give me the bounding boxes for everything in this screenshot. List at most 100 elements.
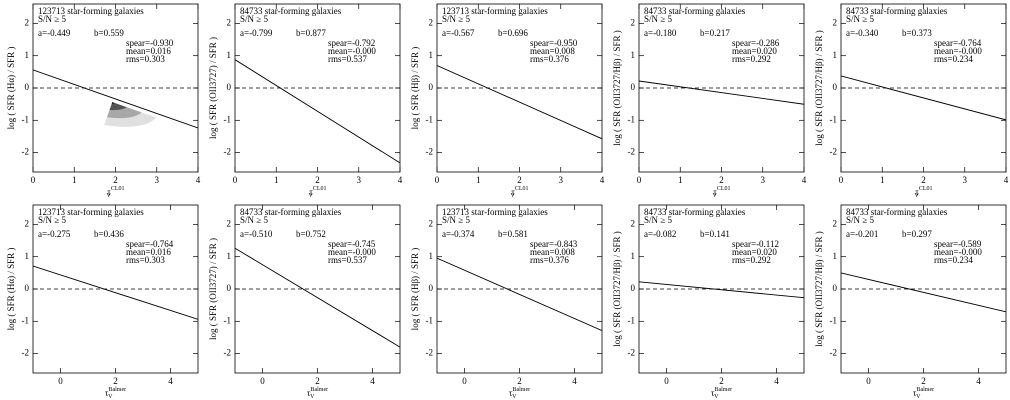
x-label-symbol: τ xyxy=(713,187,717,197)
y-tick-label: 2 xyxy=(227,218,232,228)
x-tick-label: 3 xyxy=(963,175,968,185)
y-tick-label: 0 xyxy=(429,82,434,92)
y-tick-label: -2 xyxy=(426,147,434,157)
x-label-sup: CL01 xyxy=(111,186,125,192)
galaxy-count: 84733 star-forming galaxies xyxy=(846,6,948,16)
fit-slope: a=-0.275 xyxy=(38,229,71,239)
x-label-sub: V xyxy=(512,394,517,400)
x-tick-label: 1 xyxy=(678,175,683,185)
x-label-sup: CL01 xyxy=(515,186,529,192)
rms: rms=0.376 xyxy=(530,255,569,265)
x-label-sup: Balmer xyxy=(512,387,530,393)
x-label-sup: CL01 xyxy=(919,186,933,192)
x-label-sup: Balmer xyxy=(916,387,934,393)
panel: 0 1 2 3 4 -2 -1 0 1 2 log ( SFR (OII3727) / SFR ) τ… xyxy=(208,3,403,199)
x-tick-label: 1 xyxy=(274,175,279,185)
fit-intercept: b=0.436 xyxy=(94,229,124,239)
mean: mean=-0.000 xyxy=(934,247,982,257)
x-tick-label: 4 xyxy=(196,175,201,185)
fit-line xyxy=(639,80,804,105)
rms: rms=0.292 xyxy=(732,54,771,64)
x-label-sub: V xyxy=(714,394,719,400)
spearman: spear=-0.745 xyxy=(328,239,376,249)
sn-cut: S/N ≥ 5 xyxy=(38,215,66,225)
x-tick-label: 4 xyxy=(398,175,403,185)
y-tick-label: 0 xyxy=(227,82,232,92)
y-tick-label: -1 xyxy=(22,315,30,325)
x-label-sub: V xyxy=(915,193,920,199)
fit-intercept: b=0.217 xyxy=(700,28,730,38)
sn-cut: S/N ≥ 5 xyxy=(240,215,268,225)
x-label-sub: V xyxy=(310,394,315,400)
y-tick-label: 1 xyxy=(833,50,838,60)
y-tick-label: -2 xyxy=(628,348,636,358)
x-tick-label: 2 xyxy=(315,175,320,185)
y-tick-label: 1 xyxy=(833,251,838,261)
y-tick-label: -2 xyxy=(22,147,30,157)
sn-cut: S/N ≥ 5 xyxy=(846,215,874,225)
rms: rms=0.376 xyxy=(530,54,569,64)
y-tick-label: -1 xyxy=(628,114,636,124)
x-label-symbol: τ xyxy=(913,388,917,398)
x-tick-label: 2 xyxy=(719,376,724,386)
fit-line xyxy=(437,257,602,332)
spearman: spear=-0.764 xyxy=(126,239,174,249)
y-tick-label: -2 xyxy=(830,348,838,358)
x-label-sup: Balmer xyxy=(108,387,126,393)
galaxy-count: 84733 star-forming galaxies xyxy=(644,6,746,16)
x-tick-label: 2 xyxy=(113,376,118,386)
x-label-sub: V xyxy=(108,394,113,400)
y-tick-label: 1 xyxy=(25,251,30,261)
rms: rms=0.234 xyxy=(934,255,973,265)
x-tick-label: 2 xyxy=(921,175,926,185)
y-tick-label: -1 xyxy=(224,315,232,325)
y-tick-label: 0 xyxy=(227,283,232,293)
x-tick-label: 0 xyxy=(31,175,36,185)
y-tick-label: 1 xyxy=(227,251,232,261)
x-tick-label: 0 xyxy=(637,175,642,185)
galaxy-count: 123713 star-forming galaxies xyxy=(38,6,144,16)
x-tick-label: 0 xyxy=(58,376,63,386)
fit-line xyxy=(235,247,400,348)
y-tick-label: 0 xyxy=(833,82,838,92)
spearman: spear=-0.792 xyxy=(328,38,375,48)
fit-intercept: b=0.581 xyxy=(498,229,528,239)
panel: 0 2 4 -2 -1 0 1 2 log ( SFR (Hβ) / SFR ) τBalmer V… xyxy=(410,204,603,400)
y-axis-label: log ( SFR (OII3727/Hβ) / SFR ) xyxy=(814,231,824,347)
x-tick-label: 3 xyxy=(761,175,766,185)
fit-slope: a=-0.201 xyxy=(846,229,878,239)
fit-line xyxy=(235,59,400,164)
x-tick-label: 4 xyxy=(572,376,577,386)
y-tick-label: 0 xyxy=(25,82,30,92)
fit-intercept: b=0.559 xyxy=(94,28,124,38)
x-label-symbol: τ xyxy=(105,388,109,398)
y-tick-label: 0 xyxy=(25,283,30,293)
x-label-sub: V xyxy=(916,394,921,400)
fit-line xyxy=(33,69,198,129)
x-tick-label: 0 xyxy=(664,376,669,386)
x-tick-label: 1 xyxy=(72,175,77,185)
mean: mean=0.020 xyxy=(732,46,777,56)
x-label-sub: V xyxy=(309,193,314,199)
rms: rms=0.537 xyxy=(328,54,367,64)
y-axis-label: log ( SFR (OII3727/Hβ) / SFR ) xyxy=(612,231,622,347)
rms: rms=0.537 xyxy=(328,255,367,265)
galaxy-count: 123713 star-forming galaxies xyxy=(38,207,144,217)
y-tick-label: 0 xyxy=(631,283,636,293)
rms: rms=0.303 xyxy=(126,255,165,265)
panel: 0 1 2 3 4 -2 -1 0 1 2 log ( SFR (OII3727/Hβ) / SFR… xyxy=(612,3,807,199)
sn-cut: S/N ≥ 5 xyxy=(644,215,672,225)
y-tick-label: 0 xyxy=(833,283,838,293)
x-tick-label: 3 xyxy=(357,175,362,185)
x-label-sub: V xyxy=(713,193,718,199)
y-tick-label: 2 xyxy=(429,218,434,228)
spearman: spear=-0.930 xyxy=(126,38,174,48)
y-tick-label: 2 xyxy=(833,218,838,228)
y-tick-label: 2 xyxy=(833,17,838,27)
galaxy-count: 84733 star-forming galaxies xyxy=(846,207,948,217)
x-axis-label: τCL01 V xyxy=(915,186,933,199)
sn-cut: S/N ≥ 5 xyxy=(442,215,470,225)
y-tick-label: -2 xyxy=(224,147,232,157)
panel: 0 2 4 -2 -1 0 1 2 log ( SFR (OII3727) / SFR ) τBa… xyxy=(208,204,401,400)
